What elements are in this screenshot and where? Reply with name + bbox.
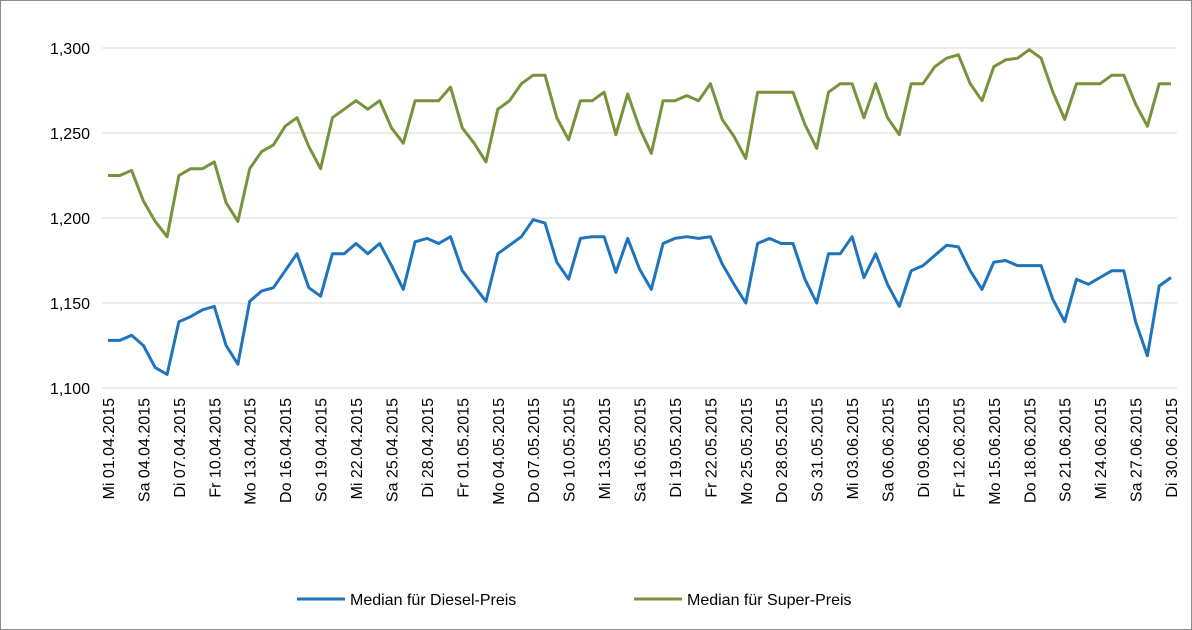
x-tick-label: Di 30.06.2015 <box>1164 398 1181 498</box>
x-tick-label: So 19.04.2015 <box>314 398 331 502</box>
legend-label: Median für Super-Preis <box>687 592 852 609</box>
y-tick-label: 1,200 <box>50 211 90 228</box>
x-tick-label: Mo 04.05.2015 <box>491 398 508 505</box>
x-tick-label: Sa 16.05.2015 <box>633 398 650 502</box>
x-tick-label: Di 19.05.2015 <box>668 398 685 498</box>
x-tick-label: Mi 13.05.2015 <box>597 398 614 500</box>
x-tick-label: Di 07.04.2015 <box>172 398 189 498</box>
y-tick-label: 1,250 <box>50 126 90 143</box>
x-tick-label: Fr 01.05.2015 <box>455 398 472 498</box>
x-tick-label: Mi 24.06.2015 <box>1093 398 1110 500</box>
x-tick-label: Fr 12.06.2015 <box>951 398 968 498</box>
x-tick-label: Do 07.05.2015 <box>526 398 543 503</box>
x-tick-label: Mo 15.06.2015 <box>987 398 1004 505</box>
x-tick-label: So 10.05.2015 <box>562 398 579 502</box>
x-tick-label: Do 18.06.2015 <box>1022 398 1039 503</box>
x-tick-label: Di 28.04.2015 <box>420 398 437 498</box>
x-tick-label: Mo 25.05.2015 <box>739 398 756 505</box>
x-tick-label: Sa 25.04.2015 <box>384 398 401 502</box>
x-tick-label: Fr 10.04.2015 <box>207 398 224 498</box>
data-line <box>108 218 1172 376</box>
x-tick-label: Mi 22.04.2015 <box>349 398 366 500</box>
x-tick-label: So 31.05.2015 <box>810 398 827 502</box>
y-tick-label: 1,150 <box>50 296 90 313</box>
x-tick-label: Sa 06.06.2015 <box>881 398 898 502</box>
x-tick-label: Mo 13.04.2015 <box>243 398 260 505</box>
legend-label: Median für Diesel-Preis <box>350 592 516 609</box>
x-tick-label: Mi 03.06.2015 <box>845 398 862 500</box>
x-tick-label: Do 16.04.2015 <box>278 398 295 503</box>
x-tick-label: Fr 22.05.2015 <box>703 398 720 498</box>
y-tick-label: 1,300 <box>50 41 90 58</box>
x-tick-label: So 21.06.2015 <box>1058 398 1075 502</box>
x-tick-label: Mi 01.04.2015 <box>101 398 118 500</box>
x-tick-label: Di 09.06.2015 <box>916 398 933 498</box>
y-tick-label: 1,100 <box>50 381 90 398</box>
x-tick-label: Sa 27.06.2015 <box>1129 398 1146 502</box>
x-tick-label: Sa 04.04.2015 <box>136 398 153 502</box>
x-tick-label: Do 28.05.2015 <box>774 398 791 503</box>
data-line <box>108 48 1171 239</box>
